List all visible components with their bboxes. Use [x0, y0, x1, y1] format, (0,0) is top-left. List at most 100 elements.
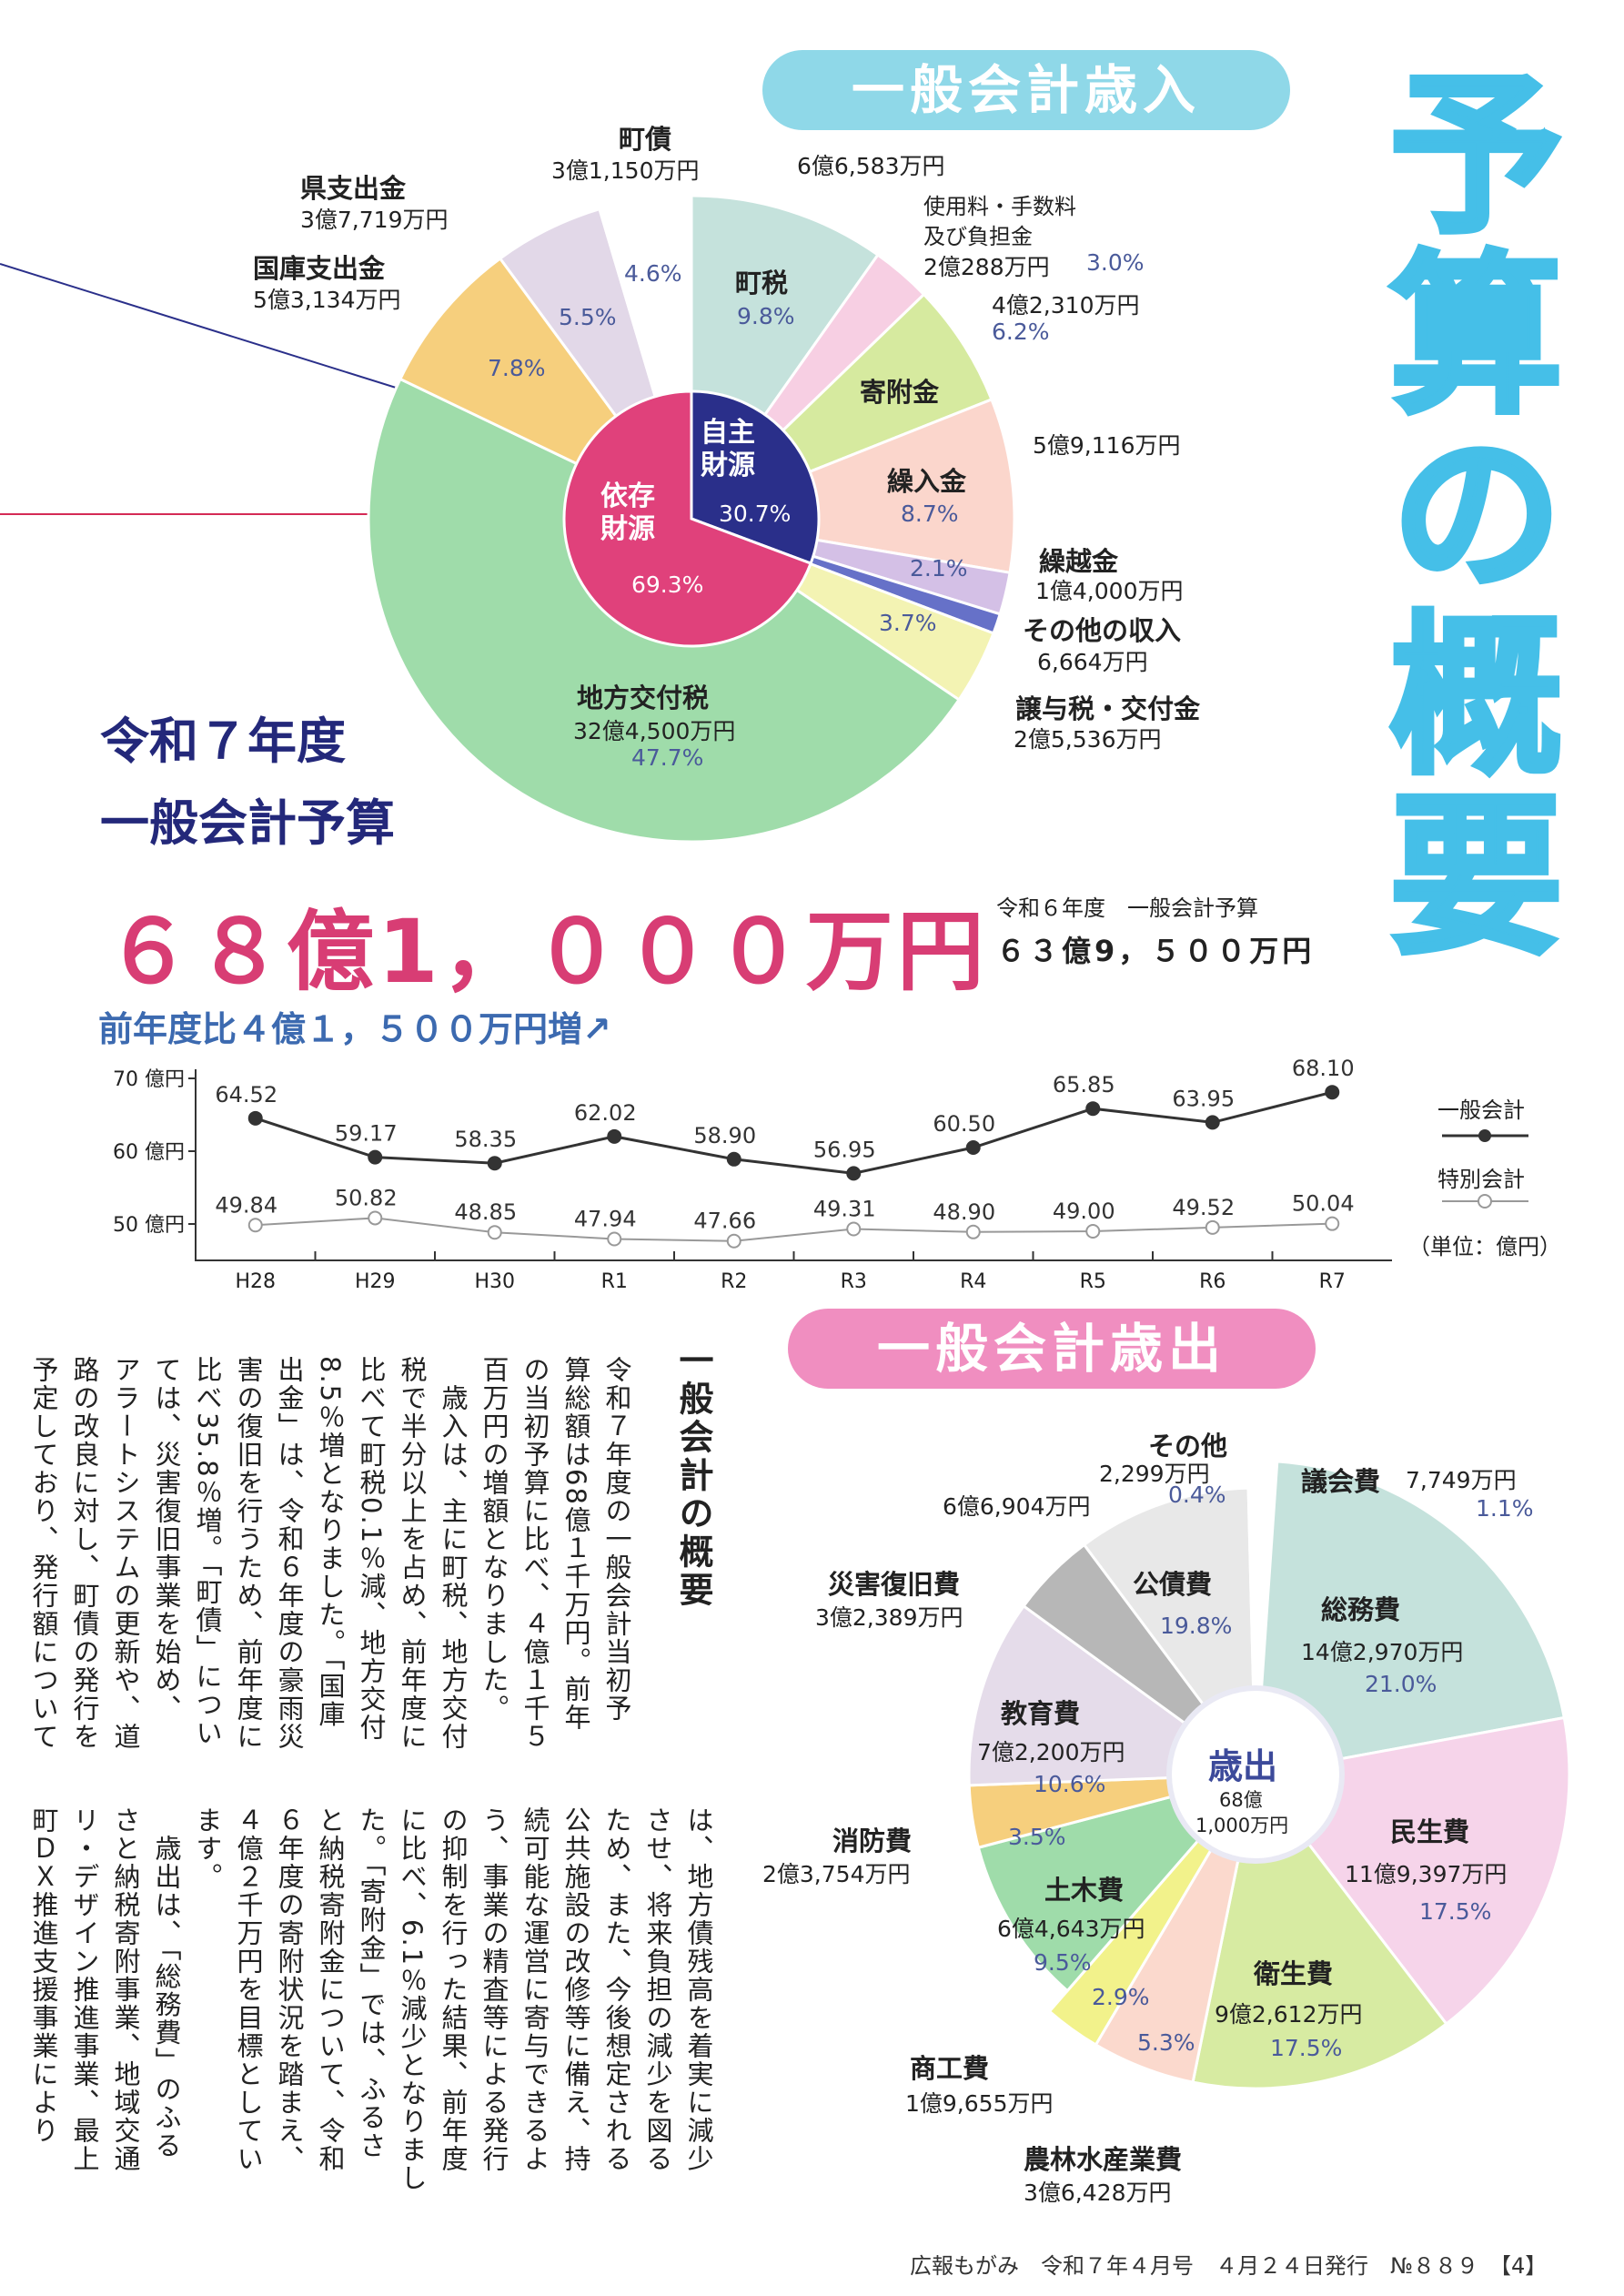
exp-center-line1: 68億 — [1219, 1789, 1263, 1811]
series-point-1 — [368, 1210, 383, 1226]
article-line: 歳出は、「総務費」のふる — [151, 1806, 182, 2160]
x-tick-label: R2 — [721, 1270, 747, 1292]
expenditure-pie-chart — [967, 1459, 1571, 2090]
rev-pct-kokko: 7.8% — [488, 355, 546, 381]
rev-pct-fees: 3.0% — [1086, 249, 1145, 276]
series-point-1 — [965, 1224, 981, 1239]
exp-pct-somu: 21.0% — [1365, 1671, 1437, 1697]
article-line: さと納税寄附事業、地域交通 — [110, 1806, 141, 2173]
data-label: 68.10 — [1292, 1056, 1355, 1081]
rev-label-ken: 県支出金 — [300, 173, 407, 204]
x-tick-label: R4 — [960, 1270, 986, 1292]
data-label: 48.85 — [454, 1199, 517, 1225]
article-line: の当初予算に比べ、４億１千５ — [519, 1356, 550, 1751]
rev-amt-kokko: 5億3,134万円 — [253, 287, 401, 313]
exp-amt-eisei: 9億2,612万円 — [1215, 2001, 1363, 2028]
legend-general-label: 一般会計 — [1437, 1097, 1525, 1123]
data-label: 49.31 — [813, 1197, 876, 1222]
x-tick-label: R1 — [601, 1270, 628, 1292]
series-point-1 — [1205, 1219, 1220, 1235]
x-tick-label: H30 — [474, 1270, 515, 1292]
prev-budget-total: ６３億9，５００万円 — [996, 934, 1316, 968]
exp-amt-shobo: 2億3,754万円 — [762, 1861, 911, 1887]
y-tick-label: 60 億円 — [113, 1141, 185, 1164]
exp-pct-kosai: 19.8% — [1160, 1613, 1233, 1639]
series-point-1 — [487, 1225, 502, 1240]
exp-pct-shoko: 2.9% — [1092, 1984, 1150, 2010]
rev-amt-fees: 2億288万円 — [923, 254, 1050, 280]
rev-label-kurikomi: 繰入金 — [887, 466, 967, 497]
exp-amt-minsei: 11億9,397万円 — [1345, 1861, 1508, 1887]
exp-pct-norin: 5.3% — [1137, 2029, 1195, 2056]
exp-pct-doboku: 9.5% — [1034, 1949, 1092, 1976]
exp-center-line2: 1,000万円 — [1195, 1815, 1289, 1836]
rev-label-kurikoshi: 繰越金 — [1039, 546, 1119, 577]
data-label: 50.04 — [1292, 1191, 1355, 1217]
exp-label-eisei: 衛生費 — [1254, 1958, 1334, 1989]
exp-label-somu: 総務費 — [1321, 1594, 1401, 1625]
rev-amt-kifukin: 4億2,310万円 — [992, 292, 1140, 319]
exp-label-doboku: 土木費 — [1044, 1875, 1125, 1906]
rev-pct-ken: 5.5% — [559, 304, 617, 330]
data-label: 58.35 — [454, 1127, 517, 1152]
exp-label-shobo: 消防費 — [832, 1826, 913, 1856]
rev-amt-machisai: 3億1,150万円 — [551, 157, 700, 184]
budget-year: 令和７年度 — [100, 713, 346, 770]
rev-label-machisai: 町債 — [619, 124, 672, 155]
data-label: 58.90 — [693, 1123, 756, 1148]
series-point-1 — [1085, 1224, 1101, 1239]
article-line: リ・デザイン推進事業、最上 — [69, 1806, 100, 2173]
rev-amt-kofuzei: 32億4,500万円 — [573, 718, 736, 744]
rev-pct-kifukin: 6.2% — [992, 319, 1050, 345]
article-line: 8.5％増となりました。「国庫支 — [315, 1356, 346, 1729]
expenditure-heading: 一般会計歳出 — [788, 1309, 1316, 1389]
legend-general-marker — [1478, 1129, 1491, 1142]
series-point-1 — [846, 1221, 862, 1237]
series-point-0 — [726, 1151, 741, 1167]
rev-label-kokko: 国庫支出金 — [253, 253, 386, 284]
exp-pct-gikai: 1.1% — [1476, 1495, 1534, 1522]
rev-amt-kurikomi: 5億9,116万円 — [1033, 432, 1181, 459]
data-label: 49.52 — [1172, 1195, 1235, 1220]
rev-center-self-pct: 30.7% — [719, 501, 792, 527]
revenue-heading: 一般会計歳入 — [762, 50, 1290, 130]
article-heading: 一般会計の概要 — [673, 1342, 713, 1610]
series-point-1 — [726, 1233, 741, 1249]
budget-total: ６８億1，０００万円 — [105, 901, 988, 1003]
article-line: ６年度の寄附状況を踏まえ、 — [274, 1806, 305, 2173]
x-tick-label: H28 — [235, 1270, 276, 1292]
exp-pct-minsei: 17.5% — [1419, 1898, 1492, 1925]
x-tick-label: R7 — [1319, 1270, 1346, 1292]
exp-amt-doboku: 6億4,643万円 — [997, 1916, 1145, 1942]
prev-budget-label: 令和６年度 一般会計予算 — [996, 895, 1258, 921]
rev-center-dep-pct: 69.3% — [631, 571, 704, 598]
article-line: 予定しており、発行額について — [28, 1356, 59, 1751]
series-point-0 — [1085, 1101, 1101, 1117]
data-label: 48.90 — [933, 1199, 995, 1225]
exp-amt-gikai: 7,749万円 — [1406, 1467, 1517, 1493]
exp-pct-kyoiku: 10.6% — [1034, 1771, 1106, 1797]
page-title: 予算の概要 — [1357, 61, 1564, 967]
rev-label-fees: 使用料・手数料 — [923, 194, 1076, 219]
data-label: 63.95 — [1172, 1086, 1235, 1111]
rev-amt-ken: 3億7,719万円 — [300, 207, 449, 233]
article-line: 害の復旧を行うため、前年度に — [233, 1356, 264, 1751]
exp-amt-somu: 14億2,970万円 — [1301, 1639, 1464, 1665]
data-label: 47.66 — [693, 1209, 756, 1234]
rev-amt-joyozei: 2億5,536万円 — [1014, 726, 1162, 753]
series-point-0 — [247, 1110, 263, 1126]
exp-pct-eisei: 17.5% — [1270, 2035, 1343, 2061]
article-line: に比べ、6.1％減少となりまし — [397, 1806, 428, 2193]
article-line: た。「寄附金」では、ふるさ — [356, 1806, 387, 2160]
article-line: 続可能な運営に寄与できるよ — [519, 1806, 550, 2173]
rev-inner-self — [690, 389, 821, 566]
data-label: 50.82 — [335, 1185, 398, 1210]
series-point-1 — [1325, 1216, 1340, 1231]
exp-label-minsei: 民生費 — [1390, 1816, 1470, 1847]
rev-amt-other: 6,664万円 — [1037, 649, 1148, 675]
y-tick-label: 70 億円 — [113, 1068, 185, 1091]
rev-amt-kurikoshi: 1億4,000万円 — [1035, 578, 1184, 604]
chart-axes — [195, 1069, 1392, 1261]
article-line: アラートシステムの更新や、道 — [110, 1356, 141, 1751]
rev-center-self: 自主財源 — [701, 417, 755, 481]
